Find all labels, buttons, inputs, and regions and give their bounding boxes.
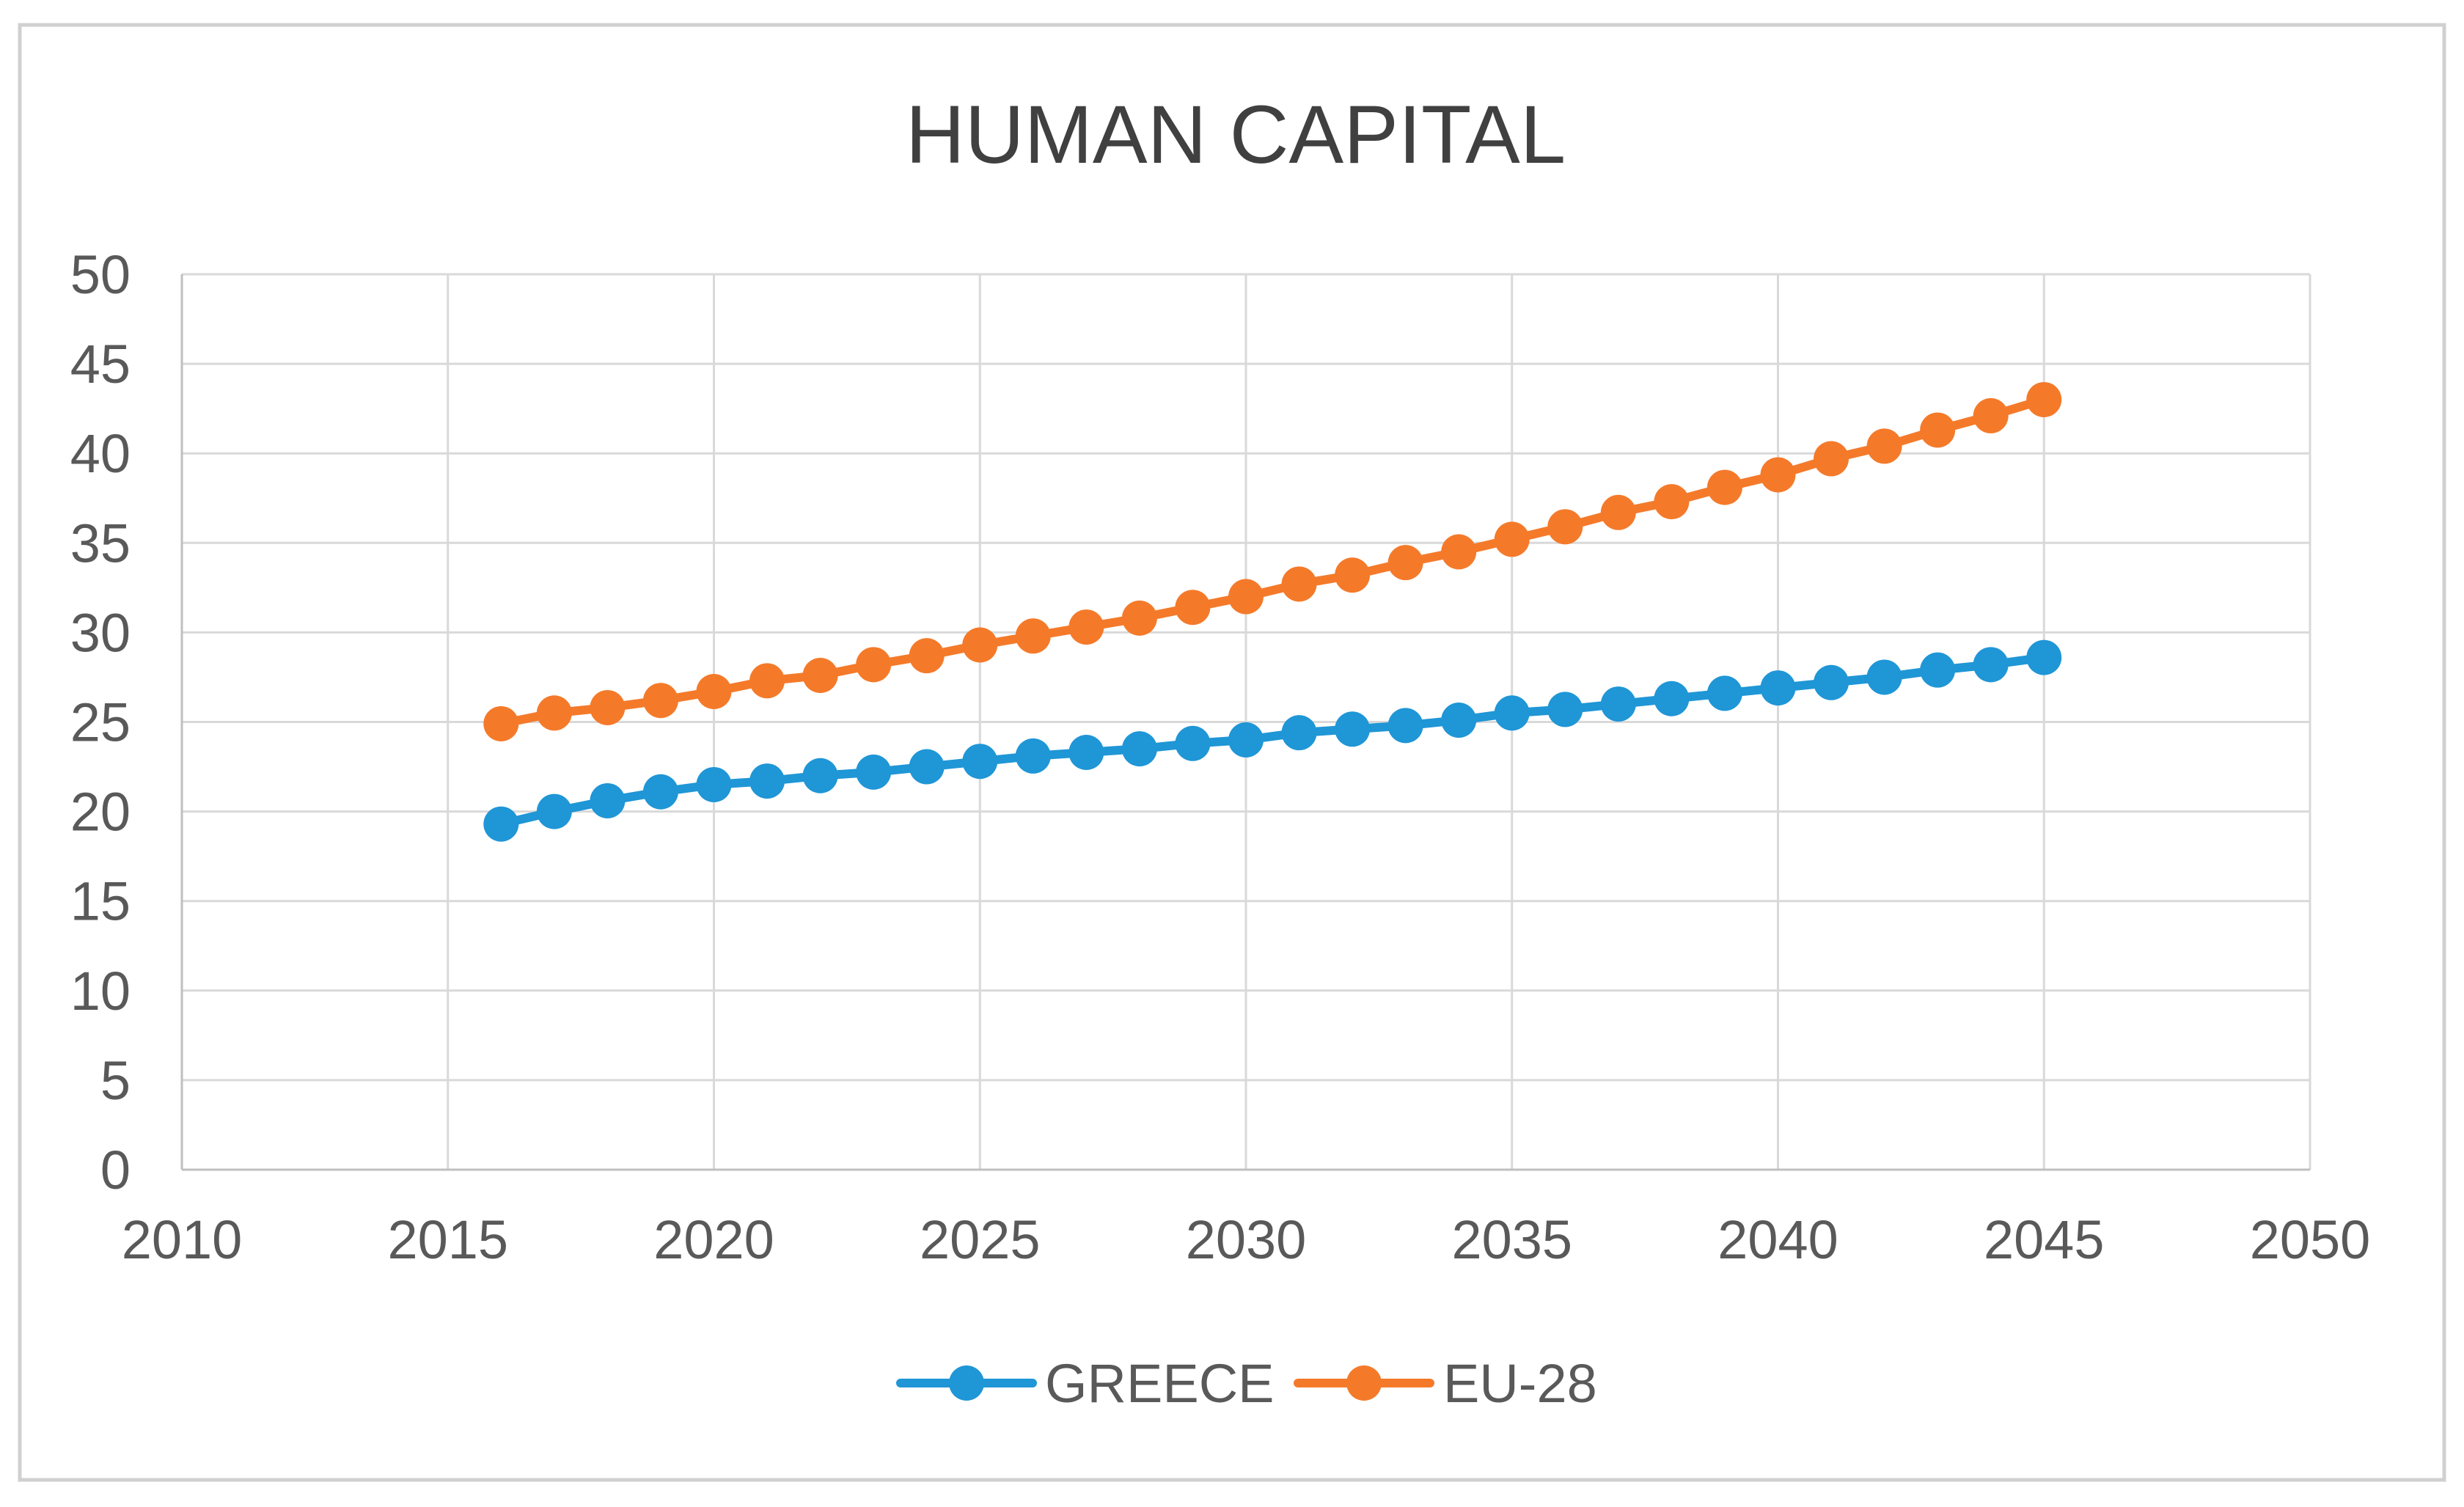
data-point-eu-28	[1814, 441, 1849, 477]
data-point-eu-28	[590, 689, 626, 725]
data-point-eu-28	[483, 705, 519, 741]
data-point-eu-28	[1866, 428, 1902, 464]
data-point-eu-28	[1920, 412, 1956, 448]
data-point-greece	[962, 744, 998, 780]
x-tick-label: 2020	[653, 1209, 774, 1270]
data-point-greece	[856, 754, 892, 790]
data-point-eu-28	[1121, 600, 1157, 636]
data-point-greece	[1387, 708, 1423, 744]
data-point-greece	[1920, 652, 1956, 688]
x-tick-label: 2050	[2250, 1209, 2371, 1270]
data-point-greece	[1015, 738, 1051, 774]
data-point-greece	[483, 806, 519, 842]
gridlines	[182, 273, 2311, 1170]
legend-swatch-marker	[1346, 1365, 1382, 1401]
data-point-greece	[1866, 659, 1902, 695]
data-point-eu-28	[1654, 484, 1690, 520]
data-point-greece	[1760, 670, 1796, 706]
data-point-greece	[802, 758, 838, 793]
data-point-eu-28	[1175, 590, 1211, 626]
data-point-greece	[590, 782, 626, 818]
legend-swatch-marker	[949, 1365, 984, 1401]
chart-title: HUMAN CAPITAL	[906, 89, 1566, 180]
legend-label: EU-28	[1443, 1353, 1597, 1414]
y-tick-label: 50	[70, 244, 131, 305]
data-point-greece	[536, 793, 572, 829]
data-point-eu-28	[536, 695, 572, 731]
data-point-eu-28	[962, 627, 998, 663]
data-point-greece	[696, 766, 732, 802]
data-point-greece	[749, 763, 785, 799]
data-point-eu-28	[1228, 579, 1264, 615]
data-point-eu-28	[1973, 397, 2009, 433]
data-point-eu-28	[1068, 609, 1104, 645]
data-point-greece	[1175, 725, 1211, 761]
y-tick-label: 0	[100, 1140, 131, 1200]
x-tick-label: 2045	[1984, 1209, 2105, 1270]
data-point-eu-28	[1387, 545, 1423, 581]
data-point-eu-28	[1335, 557, 1371, 593]
x-tick-label: 2010	[122, 1209, 243, 1270]
series-eu-28	[483, 381, 2062, 741]
data-point-greece	[1973, 647, 2009, 683]
data-point-eu-28	[696, 673, 732, 709]
data-point-greece	[1494, 695, 1530, 731]
data-point-greece	[1121, 731, 1157, 767]
data-point-greece	[1068, 735, 1104, 771]
data-point-eu-28	[1494, 521, 1530, 557]
y-tick-label: 15	[70, 871, 131, 932]
data-point-eu-28	[1547, 509, 1583, 545]
data-point-eu-28	[856, 647, 892, 683]
data-point-eu-28	[1441, 534, 1477, 570]
x-tick-label: 2035	[1451, 1209, 1572, 1270]
legend: GREECE EU-28	[896, 1353, 1597, 1414]
x-axis-tick-labels: 2010 2015 2020 2025 2030 2035 2040 2045 2050	[122, 1209, 2371, 1270]
chart-border	[18, 23, 2446, 1482]
x-tick-label: 2040	[1717, 1209, 1838, 1270]
data-point-greece	[1335, 711, 1371, 747]
data-point-greece	[642, 774, 678, 810]
data-point-eu-28	[1600, 494, 1636, 530]
axes	[180, 274, 2310, 1171]
data-point-greece	[2026, 639, 2062, 675]
y-tick-label: 35	[70, 513, 131, 573]
series-greece	[483, 639, 2062, 842]
data-point-greece	[1654, 681, 1690, 716]
data-point-eu-28	[802, 658, 838, 694]
series-layer	[483, 381, 2062, 842]
data-point-greece	[1228, 722, 1264, 758]
data-point-eu-28	[642, 683, 678, 719]
legend-label: GREECE	[1045, 1353, 1275, 1414]
data-point-greece	[1547, 692, 1583, 727]
y-tick-label: 30	[70, 602, 131, 663]
y-tick-label: 10	[70, 961, 131, 1022]
x-tick-label: 2025	[920, 1209, 1041, 1270]
data-point-greece	[1814, 664, 1849, 700]
legend-item-eu-28: EU-28	[1294, 1353, 1597, 1414]
data-point-eu-28	[1015, 618, 1051, 654]
data-point-greece	[1600, 686, 1636, 722]
y-tick-label: 40	[70, 423, 131, 484]
data-point-eu-28	[1706, 469, 1742, 505]
y-tick-label: 20	[70, 782, 131, 843]
y-axis-tick-labels: 0 5 10 15 20 25 30 35 40 45 50	[70, 244, 131, 1200]
y-tick-label: 25	[70, 692, 131, 753]
x-tick-label: 2015	[387, 1209, 508, 1270]
data-point-greece	[909, 749, 945, 785]
data-point-eu-28	[1760, 457, 1796, 493]
data-point-eu-28	[909, 638, 945, 674]
x-tick-label: 2030	[1186, 1209, 1307, 1270]
data-point-eu-28	[1281, 566, 1317, 602]
data-point-eu-28	[2026, 381, 2062, 417]
data-point-eu-28	[749, 663, 785, 699]
y-tick-label: 45	[70, 334, 131, 395]
data-point-greece	[1441, 703, 1477, 738]
legend-item-greece: GREECE	[896, 1353, 1275, 1414]
data-point-greece	[1281, 715, 1317, 751]
data-point-greece	[1706, 675, 1742, 711]
y-tick-label: 5	[100, 1050, 131, 1111]
